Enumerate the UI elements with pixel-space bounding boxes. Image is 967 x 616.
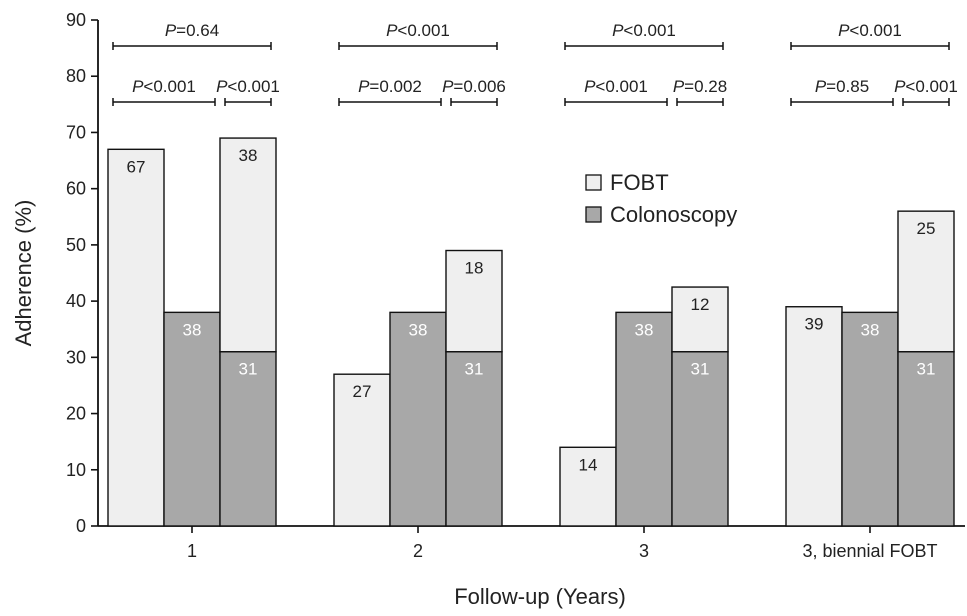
y-tick-label: 80	[66, 66, 86, 86]
p-value-label: P<0.001	[386, 21, 450, 40]
bar-label-colonoscopy: 38	[861, 320, 880, 339]
bars: 67 38 31 38 27 38 31 18 14 38 31 12 39 38 31 25	[107, 137, 955, 527]
bar-label-fobt: 39	[805, 315, 824, 334]
x-tick-label: 3	[639, 541, 649, 561]
bar-fobt	[559, 446, 617, 527]
bar-fobt	[897, 210, 955, 353]
bar-label-fobt: 14	[579, 455, 598, 474]
p-value-label: P<0.001	[894, 77, 958, 96]
p-value-label: P=0.006	[442, 77, 506, 96]
legend-label: FOBT	[610, 170, 669, 195]
bar-label-colonoscopy: 31	[691, 360, 710, 379]
bar-label-colonoscopy: 31	[917, 360, 936, 379]
bar-label-colonoscopy: 38	[409, 320, 428, 339]
bar-fobt	[445, 249, 503, 353]
x-axis-title: Follow-up (Years)	[454, 584, 626, 609]
y-axis-title: Adherence (%)	[11, 200, 36, 347]
bar-label-colonoscopy: 31	[465, 360, 484, 379]
bar-colonoscopy	[445, 351, 503, 527]
bar-fobt	[219, 137, 277, 353]
bar-colonoscopy	[841, 311, 899, 527]
y-tick-label: 0	[76, 516, 86, 536]
p-value-label: P=0.64	[165, 21, 219, 40]
legend: FOBT Colonoscopy	[585, 170, 737, 227]
bar-fobt	[107, 148, 165, 527]
bar-label-fobt: 25	[917, 219, 936, 238]
y-tick-label: 20	[66, 404, 86, 424]
p-value-label: P=0.85	[815, 77, 869, 96]
x-tick-label: 3, biennial FOBT	[802, 541, 937, 561]
bar-label-fobt: 12	[691, 295, 710, 314]
bar-colonoscopy	[389, 311, 447, 527]
bar-label-colonoscopy: 38	[635, 320, 654, 339]
bar-label-colonoscopy: 31	[239, 360, 258, 379]
y-tick-label: 30	[66, 347, 86, 367]
p-value-label: P<0.001	[216, 77, 280, 96]
p-value-label: P=0.28	[673, 77, 727, 96]
bar-colonoscopy	[163, 311, 221, 527]
p-value-label: P<0.001	[132, 77, 196, 96]
bar-fobt	[333, 373, 391, 527]
y-tick-label: 40	[66, 291, 86, 311]
p-value-label: P=0.002	[358, 77, 422, 96]
bar-label-fobt: 38	[239, 146, 258, 165]
legend-label: Colonoscopy	[610, 202, 737, 227]
legend-swatch	[585, 206, 602, 223]
bar-label-fobt: 27	[353, 382, 372, 401]
y-tick-label: 90	[66, 10, 86, 30]
bar-label-colonoscopy: 38	[183, 320, 202, 339]
p-value-label: P<0.001	[838, 21, 902, 40]
x-tick-label: 1	[187, 541, 197, 561]
bar-label-fobt: 67	[127, 157, 146, 176]
bar-colonoscopy	[615, 311, 673, 527]
p-value-label: P<0.001	[584, 77, 648, 96]
y-tick-label: 60	[66, 179, 86, 199]
bar-fobt	[671, 286, 729, 353]
legend-swatch	[585, 174, 602, 191]
x-tick-label: 2	[413, 541, 423, 561]
p-value-brackets: P=0.64 P<0.001 P<0.001 P<0.001 P=0.002 P=0.00…	[112, 21, 958, 106]
y-tick-label: 70	[66, 122, 86, 142]
bar-colonoscopy	[671, 351, 729, 527]
y-tick-label: 50	[66, 235, 86, 255]
y-tick-label: 10	[66, 460, 86, 480]
p-value-label: P<0.001	[612, 21, 676, 40]
bar-fobt	[785, 306, 843, 527]
bar-label-fobt: 18	[465, 259, 484, 278]
